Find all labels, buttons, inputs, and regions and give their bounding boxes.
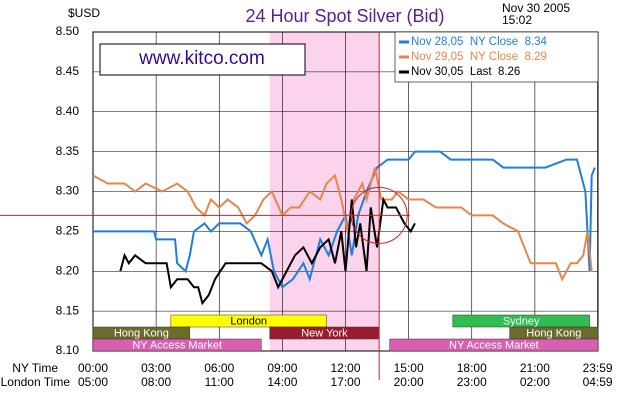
x2-tick-label: 20:00 — [394, 375, 424, 389]
y-tick-label: 8.20 — [56, 263, 80, 277]
series-line — [93, 150, 596, 289]
x2-tick-label: 04:59 — [583, 375, 613, 389]
x-tick-label: 21:00 — [520, 361, 550, 375]
session-label: NY Access Market — [449, 339, 539, 351]
legend-box — [394, 31, 599, 83]
y-tick-label: 8.25 — [56, 224, 80, 238]
x-tick-label: 00:00 — [78, 361, 108, 375]
session-label: Hong Kong — [526, 327, 581, 339]
y-tick-label: 8.15 — [56, 303, 80, 317]
x2-tick-label: 23:00 — [457, 375, 487, 389]
x-row-label: NY Time — [12, 361, 58, 375]
x-tick-label: 23:59 — [583, 361, 613, 375]
x2-tick-label: 17:00 — [330, 375, 360, 389]
x2-row-label: London Time — [1, 375, 71, 389]
y-tick-label: 8.35 — [56, 144, 80, 158]
series-line — [92, 167, 593, 282]
x-tick-label: 12:00 — [330, 361, 360, 375]
y-tick-label: 8.10 — [56, 343, 80, 357]
series-line — [119, 196, 416, 306]
session-bar — [170, 314, 327, 328]
session-bar — [92, 338, 262, 352]
logo: www.kitco.com — [138, 48, 265, 69]
x-tick-label: 15:00 — [394, 361, 424, 375]
x-tick-label: 03:00 — [141, 361, 171, 375]
y-tick-label: 8.50 — [56, 24, 80, 38]
logo-box — [99, 43, 306, 76]
session-label: NY Access Market — [132, 339, 222, 351]
legend-label: Nov 29,05 NY Close 8.29 — [411, 51, 547, 63]
session-bar — [389, 338, 599, 352]
date: Nov 30 2005 — [502, 1, 570, 15]
chart-title: 24 Hour Spot Silver (Bid) — [245, 6, 444, 26]
session-label: New York — [301, 327, 348, 339]
x2-tick-label: 02:00 — [520, 375, 550, 389]
time: 15:02 — [502, 13, 532, 27]
x2-tick-label: 08:00 — [141, 375, 171, 389]
legend-label: Nov 28,05 NY Close 8.34 — [411, 36, 548, 48]
x-tick-label: 18:00 — [457, 361, 487, 375]
session-label: Hong Kong — [114, 327, 169, 339]
y-unit: $USD — [68, 6, 100, 20]
x2-tick-label: 14:00 — [267, 375, 297, 389]
x-tick-label: 09:00 — [267, 361, 297, 375]
session-label: Sydney — [503, 315, 540, 327]
y-tick-label: 8.40 — [56, 104, 80, 118]
y-tick-label: 8.30 — [56, 184, 80, 198]
x2-tick-label: 05:00 — [78, 375, 108, 389]
x-tick-label: 06:00 — [204, 361, 234, 375]
y-tick-label: 8.45 — [56, 64, 80, 78]
x2-tick-label: 11:00 — [205, 375, 234, 389]
legend-label: Nov 30,05 Last 8.26 — [411, 66, 520, 78]
session-label: London — [230, 315, 267, 327]
marker-circle — [350, 186, 408, 244]
